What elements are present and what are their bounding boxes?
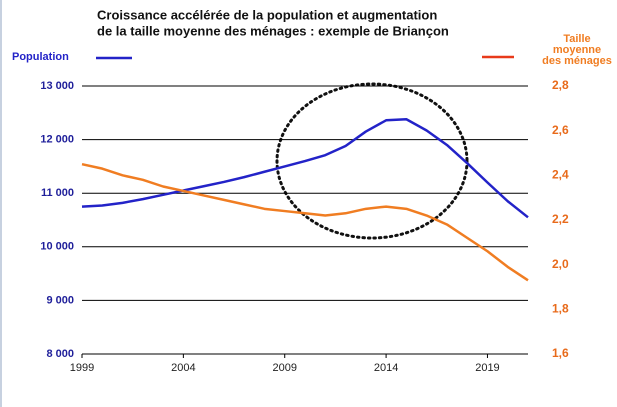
x-tick-label: 2004: [171, 362, 195, 374]
highlight-ellipse: [275, 82, 469, 240]
data-line: [81, 162, 529, 282]
y-tick-label: 11 000: [41, 187, 74, 199]
legend-label: des ménages: [542, 55, 612, 67]
x-tick-label: 1999: [70, 362, 94, 374]
y2-tick-label: 2,8: [552, 78, 569, 92]
y-tick-label: 10 000: [40, 241, 74, 253]
y2-tick-label: 2,2: [552, 212, 569, 226]
data-line: [81, 117, 529, 219]
chart-title: Croissance accélérée de la population et…: [97, 7, 437, 22]
y2-tick-label: 2,4: [552, 168, 569, 182]
legend-label: moyenne: [553, 44, 601, 56]
x-tick-label: 2014: [374, 362, 398, 374]
y-tick-label: 9 000: [46, 294, 74, 306]
y2-tick-label: 2,0: [552, 257, 569, 271]
y2-tick-label: 1,6: [552, 346, 569, 360]
x-tick-label: 2009: [272, 362, 296, 374]
y2-tick-label: 1,8: [552, 302, 569, 316]
chart-title: de la taille moyenne des ménages : exemp…: [97, 23, 449, 38]
x-tick-label: 2019: [475, 362, 499, 374]
legend-label: Population: [12, 51, 69, 63]
y2-tick-label: 2,6: [552, 123, 569, 137]
legend-label: Taille: [563, 33, 590, 45]
y-tick-label: 12 000: [40, 134, 74, 146]
y-tick-label: 8 000: [46, 348, 74, 360]
y-tick-label: 13 000: [40, 80, 74, 92]
